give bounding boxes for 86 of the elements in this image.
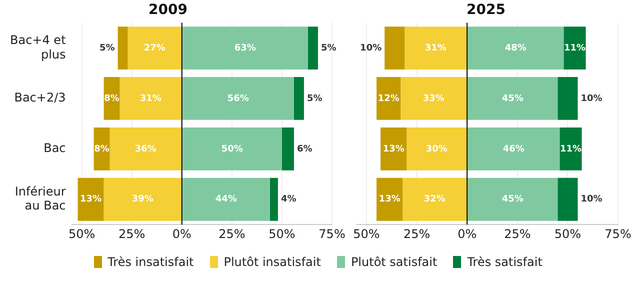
- data-label: 13%: [80, 194, 102, 205]
- bar: [104, 77, 120, 120]
- y-tick-label: Bac: [44, 141, 66, 156]
- chart-title: 2025: [466, 2, 506, 18]
- data-label: 13%: [382, 144, 404, 154]
- bar: [182, 77, 294, 120]
- bar: [558, 77, 578, 120]
- bar: [376, 77, 401, 120]
- data-label: 30%: [426, 144, 448, 154]
- y-tick-label: Inférieur au Bac: [14, 184, 66, 213]
- bar: [308, 26, 318, 70]
- data-label: 10%: [580, 194, 602, 205]
- data-label: 11%: [564, 43, 586, 54]
- data-label: 5%: [320, 43, 336, 54]
- bar: [282, 127, 294, 170]
- x-tick-label: 25%: [218, 226, 246, 241]
- bar: [128, 26, 182, 70]
- legend-label: Très satisfait: [467, 255, 542, 269]
- bar: [380, 127, 407, 170]
- data-label: 50%: [221, 144, 243, 154]
- legend-label: Plutôt insatisfait: [224, 255, 321, 269]
- bar: [564, 26, 586, 70]
- data-label: 10%: [360, 43, 382, 54]
- x-tick-label: 50%: [554, 226, 582, 241]
- bar: [110, 127, 182, 170]
- bar: [294, 77, 304, 120]
- data-label: 8%: [104, 94, 120, 104]
- data-label: 8%: [94, 144, 110, 154]
- data-label: 56%: [227, 94, 249, 104]
- x-tick-label: 50%: [353, 226, 380, 241]
- bar: [104, 178, 182, 221]
- x-tick-label: 50%: [68, 226, 96, 241]
- data-label: 48%: [504, 43, 526, 54]
- x-tick-label: 75%: [318, 226, 346, 241]
- data-label: 27%: [144, 43, 166, 54]
- data-label: 5%: [306, 94, 322, 104]
- bar: [182, 127, 282, 170]
- data-label: 31%: [140, 94, 162, 104]
- data-label: 46%: [502, 144, 524, 154]
- data-label: 4%: [280, 194, 296, 205]
- x-tick-label: 50%: [268, 226, 296, 241]
- data-label: 11%: [560, 144, 582, 154]
- legend-label: Très insatisfait: [108, 255, 194, 269]
- data-label: 39%: [132, 194, 154, 205]
- data-label: 12%: [378, 94, 400, 104]
- x-tick-label: 25%: [504, 226, 531, 241]
- bar: [404, 26, 467, 70]
- x-tick-label: 0%: [458, 226, 477, 241]
- bar: [118, 26, 128, 70]
- data-label: 32%: [424, 194, 446, 205]
- data-label: 6%: [296, 144, 312, 154]
- y-tick-label: Bac+4 et plus: [10, 32, 66, 62]
- y-tick-label: Bac+2/3: [14, 90, 66, 105]
- x-tick-label: 25%: [118, 226, 146, 241]
- x-tick-label: 75%: [604, 226, 632, 241]
- data-label: 45%: [502, 94, 524, 104]
- data-label: 44%: [215, 194, 237, 205]
- bar: [468, 127, 560, 170]
- bar: [78, 178, 104, 221]
- data-label: 36%: [134, 144, 156, 154]
- bar: [468, 26, 564, 70]
- data-label: 45%: [502, 194, 524, 205]
- bar: [120, 77, 182, 120]
- data-label: 13%: [378, 194, 400, 205]
- data-label: 33%: [422, 94, 444, 104]
- bar: [560, 127, 582, 170]
- bar: [468, 178, 558, 221]
- bar: [402, 178, 467, 221]
- data-label: 31%: [424, 43, 446, 54]
- bar: [182, 26, 308, 70]
- bar: [182, 178, 270, 221]
- bar: [94, 127, 110, 170]
- x-tick-label: 25%: [403, 226, 430, 241]
- bar: [270, 178, 278, 221]
- data-label: 63%: [234, 43, 256, 54]
- x-tick-label: 0%: [172, 226, 192, 241]
- bar: [376, 178, 403, 221]
- bar: [400, 77, 467, 120]
- bar: [558, 178, 578, 221]
- data-label: 5%: [100, 43, 115, 54]
- legend-label: Plutôt satisfait: [350, 255, 438, 269]
- bar: [384, 26, 405, 70]
- bar: [468, 77, 558, 120]
- chart-title: 2009: [148, 2, 188, 18]
- data-label: 10%: [580, 94, 602, 104]
- bar: [406, 127, 467, 170]
